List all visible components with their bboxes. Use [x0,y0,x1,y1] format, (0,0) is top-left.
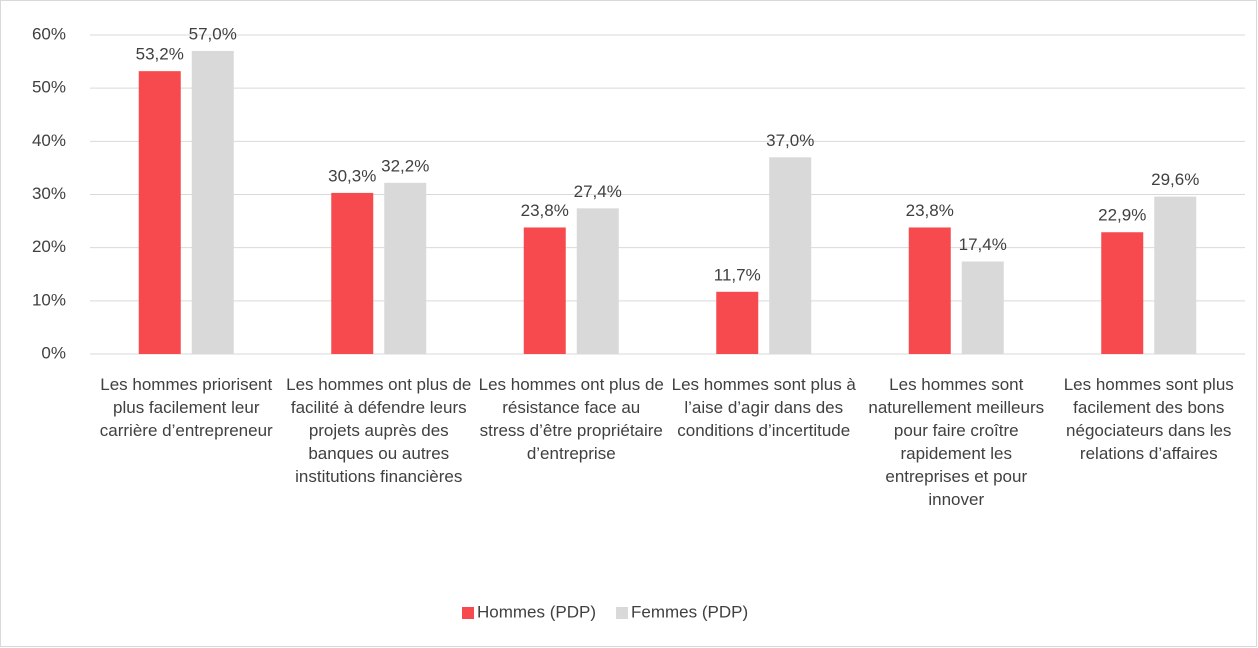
legend-swatch [616,607,629,619]
value-label: 37,0% [766,131,814,150]
bar [384,182,427,354]
value-label: 57,0% [189,24,237,43]
y-tick-label: 10% [32,290,66,309]
x-tick-label: Les hommes ont plus de résistance face a… [478,375,664,463]
x-tick-label: Les hommes sont naturellement meilleurs … [868,375,1045,509]
y-tick-label: 60% [32,24,66,43]
y-tick-label: 40% [32,131,66,150]
value-label: 27,4% [574,182,622,201]
legend-label: Femmes (PDP) [631,602,748,621]
value-label: 17,4% [959,235,1007,254]
x-tick-label: Les hommes ont plus de facilité à défend… [286,375,472,486]
value-label: 53,2% [136,45,184,64]
value-label: 23,8% [906,201,954,220]
value-label: 30,3% [328,166,376,185]
legend-swatch [462,607,474,619]
y-tick-label: 50% [32,78,66,97]
bar [769,157,812,354]
bar [961,261,1004,354]
bar [716,291,759,354]
bar [191,50,234,354]
x-tick-label: Les hommes sont plus à l’aise d’agir dan… [671,375,856,440]
x-tick-label: Les hommes sont plus facilement des bons… [1063,375,1234,463]
value-label: 11,7% [714,265,761,284]
bar [1101,232,1144,354]
y-tick-label: 20% [32,237,66,256]
value-label: 23,8% [521,201,569,220]
bar [331,192,374,354]
value-label: 22,9% [1098,206,1146,225]
y-tick-label: 30% [32,184,66,203]
bar [138,71,181,355]
bar [576,208,619,354]
legend-label: Hommes (PDP) [477,602,596,621]
bar [523,227,566,354]
y-tick-label: 0% [41,343,66,362]
value-label: 29,6% [1151,170,1199,189]
x-tick-label: Les hommes priorisent plus facilement le… [99,375,273,440]
bar [1154,196,1197,354]
value-label: 32,2% [381,156,429,175]
bar [908,227,951,354]
